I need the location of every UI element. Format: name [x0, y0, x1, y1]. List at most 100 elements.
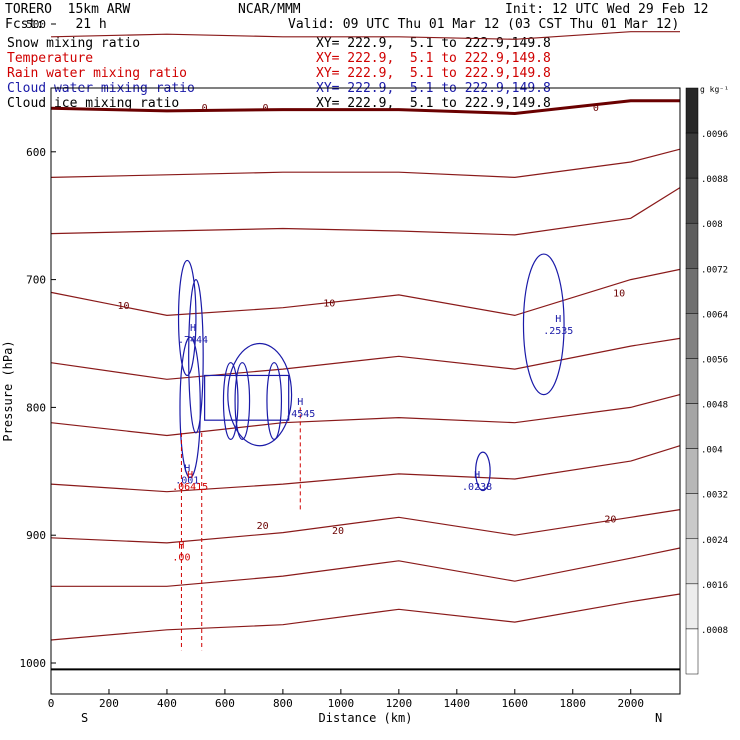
x-tick-label: 1000 — [328, 697, 355, 710]
cloud-water-contour — [179, 336, 201, 479]
field-xy-rain: XY= 222.9, 5.1 to 222.9,149.8 — [316, 66, 551, 81]
isotherm-line — [50, 509, 681, 544]
colorbar-unit: g kg⁻¹ — [700, 85, 729, 94]
cloud-water-contour — [234, 362, 251, 440]
extremum-value: .00 — [172, 552, 190, 563]
temperature-label: 10 — [117, 301, 129, 312]
isotherm-line — [50, 31, 680, 40]
extremum-value: .4545 — [285, 409, 315, 420]
extremum-mark: H — [297, 397, 303, 408]
y-tick-label: 600 — [26, 146, 46, 159]
cloud-water-contour — [188, 279, 204, 434]
extremum-value: .001 — [175, 476, 199, 487]
cloud-water-contour — [227, 342, 293, 447]
extremum-mark: H — [555, 314, 561, 325]
x-tick-label: 1400 — [444, 697, 471, 710]
x-tick-label: 1200 — [386, 697, 413, 710]
isotherm-line — [50, 268, 681, 317]
x-tick-label: 800 — [273, 697, 293, 710]
isotherm-line — [50, 337, 681, 380]
y-axis-label: Pressure (hPa) — [1, 340, 15, 441]
extremum-mark: H — [474, 470, 480, 481]
isotherm-line — [51, 547, 681, 587]
cloud-water-contour — [222, 362, 239, 440]
x-tick-label: 2000 — [617, 697, 644, 710]
temperature-label: 10 — [613, 288, 625, 299]
field-name-snow: Snow mixing ratio — [7, 36, 141, 51]
y-tick-label: 800 — [26, 401, 46, 414]
colorbar-level-label: .0056 — [701, 355, 728, 365]
field-xy-snow: XY= 222.9, 5.1 to 222.9,149.8 — [316, 36, 551, 51]
extremum-value: .7444 — [178, 335, 208, 346]
cloud-water-contour — [177, 259, 197, 377]
y-tick-label: 500 — [26, 18, 46, 31]
colorbar-swatch — [685, 358, 699, 404]
extrema-labels: H.0002995H.0004222H.7444H.4545H.0238H.25… — [172, 314, 573, 563]
colorbar-level-label: .0072 — [701, 265, 728, 275]
extremum-value: .0238 — [462, 482, 492, 493]
cloud-water-contour — [475, 451, 491, 492]
colorbar-swatch — [685, 493, 699, 540]
x-tick-label: 400 — [157, 697, 177, 710]
x-tick-label: 200 — [99, 697, 119, 710]
colorbar-level-label: .0008 — [701, 626, 728, 636]
colorbar-swatch — [685, 132, 699, 179]
cloud-water-contour — [204, 374, 290, 421]
x-tick-label: 1600 — [502, 697, 529, 710]
center-name: NCAR/MMM — [238, 2, 301, 17]
colorbar-level-label: .0048 — [701, 401, 728, 411]
colorbar-swatch — [685, 538, 699, 585]
y-tick-label: 1000 — [20, 657, 47, 670]
colorbar-level-label: .0016 — [701, 581, 728, 591]
x-end-label-left: S — [81, 711, 88, 725]
x-tick-label: 600 — [215, 697, 235, 710]
colorbar-swatch — [685, 583, 699, 630]
field-name-temperature: Temperature — [7, 51, 94, 66]
cloud-water-contour — [522, 253, 565, 396]
field-xy-temperature: XY= 222.9, 5.1 to 222.9,149.8 — [316, 51, 551, 66]
rain-water-contours — [180, 407, 301, 651]
colorbar-level-label: .0032 — [701, 491, 728, 501]
field-xy-cloud-ice: XY= 222.9, 5.1 to 222.9,149.8 — [316, 96, 551, 111]
forecast-hour: Fcst: 21 h — [5, 17, 107, 32]
isotherm-line — [50, 148, 681, 179]
colorbar-swatch — [685, 448, 699, 494]
field-name-rain: Rain water mixing ratio — [7, 66, 188, 81]
plot-frame — [50, 87, 681, 695]
isotherm-line — [50, 593, 681, 641]
temperature-label: 20 — [257, 521, 269, 532]
cloud-water-contours — [177, 253, 565, 492]
isotherm-line — [50, 99, 680, 116]
x-tick-label: 1800 — [560, 697, 587, 710]
x-tick-label: 0 — [48, 697, 55, 710]
temperature-label: 0 — [262, 103, 268, 114]
extremum-mark: H — [178, 540, 184, 551]
colorbar-swatch — [685, 268, 699, 314]
temperature-label: 0 — [593, 103, 599, 114]
colorbar-swatch — [685, 87, 699, 134]
colorbar-level-label: .0096 — [701, 130, 728, 140]
temperature-label: 0 — [202, 103, 208, 114]
cloud-water-contour — [266, 362, 283, 440]
isotherm-line — [50, 187, 681, 236]
colorbar-level-label: .0024 — [701, 536, 728, 546]
axes: 0200400600800100012001400160018002000200… — [1, 18, 681, 725]
temperature-label: 20 — [332, 526, 344, 537]
extremum-mark: H — [190, 323, 196, 334]
colorbar-level-label: .0088 — [701, 175, 728, 185]
colorbar-level-label: .0064 — [701, 310, 728, 320]
x-axis-label: Distance (km) — [319, 711, 413, 725]
temperature-label: 20 — [604, 515, 616, 526]
colorbar: .0096 .0088 .008 .0072 .0064 .0056 .0048 .004 .0… — [685, 85, 729, 675]
colorbar-swatch — [685, 222, 699, 269]
x-end-label-right: N — [655, 711, 662, 725]
colorbar-level-label: .004 — [701, 446, 723, 456]
isotherm-line — [50, 445, 681, 493]
colorbar-swatch — [685, 628, 699, 675]
extremum-value: .06415 — [172, 482, 208, 493]
isotherm-lines — [50, 31, 681, 641]
y-tick-label: 900 — [26, 529, 46, 542]
colorbar-swatch — [685, 177, 699, 224]
colorbar-swatch — [685, 313, 699, 359]
